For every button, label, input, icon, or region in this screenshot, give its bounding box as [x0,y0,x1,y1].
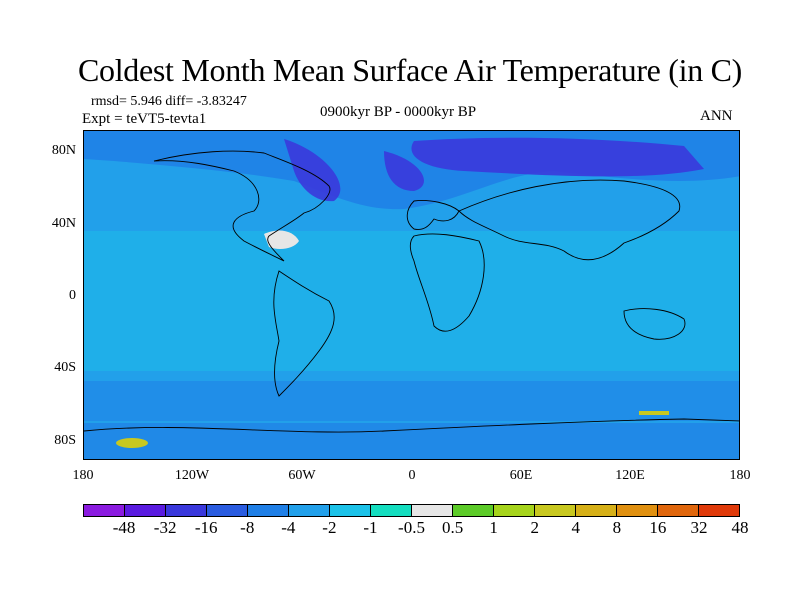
y-tick-80n: 80N [51,143,76,158]
colorbar-label: -48 [112,518,136,537]
tropical-band [84,231,739,371]
x-tick-60e: 60E [509,468,533,483]
southern-ocean-band [84,381,739,421]
colorbar-label: -1 [363,518,378,537]
greenland-canada-cold [284,139,424,202]
colorbar-label: -8 [240,518,255,537]
atlantic-neutral-patch [264,230,299,249]
y-tick-40s: 40S [54,360,76,375]
y-tick-40n: 40N [51,216,76,231]
experiment-label: Expt = teVT5-tevta1 [82,111,207,127]
y-tick-0: 0 [69,288,76,303]
period-label: 0900kyr BP - 0000kyr BP [320,104,477,120]
x-tick-120e: 120E [615,468,645,483]
coastlines [84,150,739,433]
colorbar-swatch [330,505,371,516]
colorbar-label: 1 [489,518,498,537]
antarctic-warm-spot-west [116,438,148,448]
x-tick-120w: 120W [174,468,210,483]
colorbar-label: 48 [731,518,749,537]
colorbar-swatch [617,505,658,516]
colorbar-swatch [453,505,494,516]
colorbar-swatch [412,505,453,516]
map-canvas [84,131,739,459]
colorbar-swatch [658,505,699,516]
colorbar-swatch [535,505,576,516]
colorbar-label: 2 [530,518,539,537]
colorbar-swatch [699,505,739,516]
stats-label: rmsd= 5.946 diff= -3.83247 [91,94,247,109]
colorbar-swatch [494,505,535,516]
antarctic-warm-spot-east [639,411,669,415]
colorbar [83,504,740,517]
x-tick-0: 0 [408,468,416,483]
colorbar-label: -0.5 [398,518,425,537]
colorbar-swatch [248,505,289,516]
colorbar-swatch [125,505,166,516]
x-tick-180e: 180 [729,468,751,483]
chart-title: Coldest Month Mean Surface Air Temperatu… [77,52,743,88]
temperature-map [83,130,740,460]
y-tick-80s: 80S [54,433,76,448]
colorbar-label: -4 [281,518,296,537]
colorbar-label: 8 [612,518,622,537]
colorbar-swatch [371,505,412,516]
colorbar-label: 0.5 [441,518,464,537]
siberia-cold [411,137,704,177]
colorbar-label: -16 [194,518,218,537]
x-tick-180w: 180 [72,468,94,483]
x-tick-60w: 60W [288,468,316,483]
colorbar-label: -32 [153,518,177,537]
colorbar-swatch [207,505,248,516]
season-label: ANN [700,108,733,124]
colorbar-swatch [166,505,207,516]
colorbar-label: 16 [649,518,667,537]
antarctic-region [84,423,739,459]
colorbar-swatch [84,505,125,516]
colorbar-label: 32 [690,518,708,537]
colorbar-swatch [576,505,617,516]
colorbar-swatch [289,505,330,516]
colorbar-label: 4 [571,518,581,537]
colorbar-label: -2 [322,518,337,537]
